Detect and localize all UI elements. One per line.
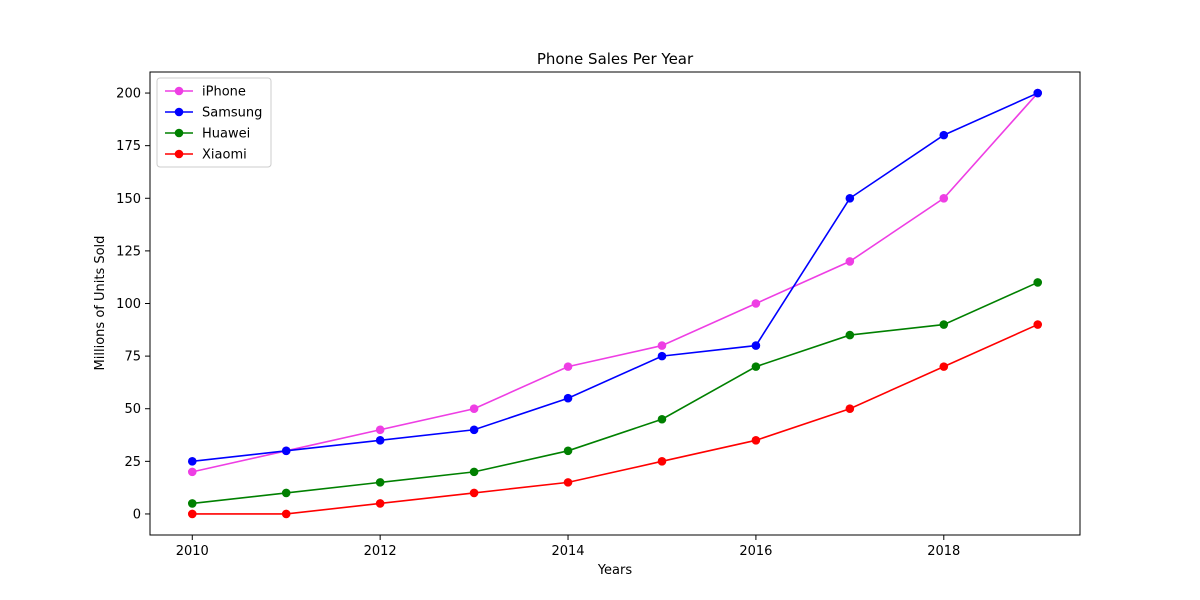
data-point-huawei xyxy=(187,499,197,508)
data-point-iphone xyxy=(845,257,855,266)
data-point-samsung xyxy=(187,457,197,466)
y-tick-label: 0 xyxy=(133,507,141,522)
data-point-iphone xyxy=(563,362,573,371)
data-point-xiaomi xyxy=(845,404,855,414)
plot-area-frame xyxy=(149,71,1081,536)
y-tick-label: 150 xyxy=(116,192,141,207)
data-point-huawei xyxy=(281,488,291,498)
data-point-huawei xyxy=(939,320,949,329)
data-point-xiaomi xyxy=(281,509,291,519)
x-tick-label: 2014 xyxy=(551,544,584,559)
series-line-huawei xyxy=(192,281,1039,505)
data-point-xiaomi xyxy=(939,362,949,371)
y-tick-label: 100 xyxy=(116,297,141,312)
data-point-samsung xyxy=(845,193,855,203)
x-tick-label: 2016 xyxy=(739,544,772,559)
data-point-huawei xyxy=(751,362,761,371)
data-point-iphone xyxy=(657,341,667,350)
legend-label-samsung: Samsung xyxy=(202,106,262,121)
data-point-huawei xyxy=(845,330,855,340)
y-tick-label: 25 xyxy=(124,455,141,470)
legend-swatch-marker-xiaomi xyxy=(174,149,184,159)
legend-label-huawei: Huawei xyxy=(202,127,250,142)
y-axis: 0 25 50 75 100 125 150 175 200 xyxy=(116,87,150,522)
series-layer xyxy=(187,88,1043,519)
data-point-iphone xyxy=(375,425,385,435)
y-tick-label: 200 xyxy=(116,87,141,102)
data-point-samsung xyxy=(563,393,573,403)
data-point-huawei xyxy=(469,467,479,477)
data-point-xiaomi xyxy=(187,509,197,519)
legend-box xyxy=(156,77,272,168)
data-point-xiaomi xyxy=(1033,320,1043,329)
series-line-iphone xyxy=(192,92,1039,473)
x-tick-label: 2010 xyxy=(176,544,209,559)
data-point-xiaomi xyxy=(657,457,667,466)
x-axis-label: Years xyxy=(597,563,633,578)
data-point-iphone xyxy=(939,193,949,203)
data-point-huawei xyxy=(1033,278,1043,287)
data-point-xiaomi xyxy=(751,435,761,445)
data-point-xiaomi xyxy=(563,478,573,487)
data-point-iphone xyxy=(751,299,761,308)
y-tick-label: 75 xyxy=(124,350,141,365)
data-point-samsung xyxy=(751,341,761,350)
data-point-xiaomi xyxy=(469,488,479,498)
legend-label-iphone: iPhone xyxy=(202,85,246,100)
series-line-samsung xyxy=(192,92,1039,463)
y-tick-label: 50 xyxy=(124,402,141,417)
data-point-samsung xyxy=(939,130,949,140)
x-tick-label: 2018 xyxy=(927,544,960,559)
data-point-samsung xyxy=(657,351,667,361)
legend: iPhone Samsung Huawei Xiaomi xyxy=(156,77,272,168)
legend-label-xiaomi: Xiaomi xyxy=(202,148,247,163)
data-point-xiaomi xyxy=(375,499,385,508)
legend-swatch-marker-huawei xyxy=(174,128,184,138)
legend-swatch-marker-samsung xyxy=(174,107,184,117)
data-point-samsung xyxy=(375,435,385,445)
chart-title: Phone Sales Per Year xyxy=(537,50,694,68)
x-tick-label: 2012 xyxy=(364,544,397,559)
y-tick-label: 125 xyxy=(116,244,141,259)
y-axis-label: Millions of Units Sold xyxy=(93,236,108,371)
data-point-huawei xyxy=(657,414,667,424)
y-tick-label: 175 xyxy=(116,139,141,154)
data-point-huawei xyxy=(375,478,385,487)
data-point-huawei xyxy=(563,446,573,456)
data-point-iphone xyxy=(469,404,479,414)
data-point-samsung xyxy=(281,446,291,456)
data-point-samsung xyxy=(469,425,479,435)
data-point-iphone xyxy=(187,467,197,477)
legend-swatch-marker-iphone xyxy=(174,86,184,96)
x-axis: 2010 2012 2014 2016 2018 xyxy=(176,535,960,559)
series-line-xiaomi xyxy=(192,323,1039,515)
data-point-samsung xyxy=(1033,88,1043,98)
